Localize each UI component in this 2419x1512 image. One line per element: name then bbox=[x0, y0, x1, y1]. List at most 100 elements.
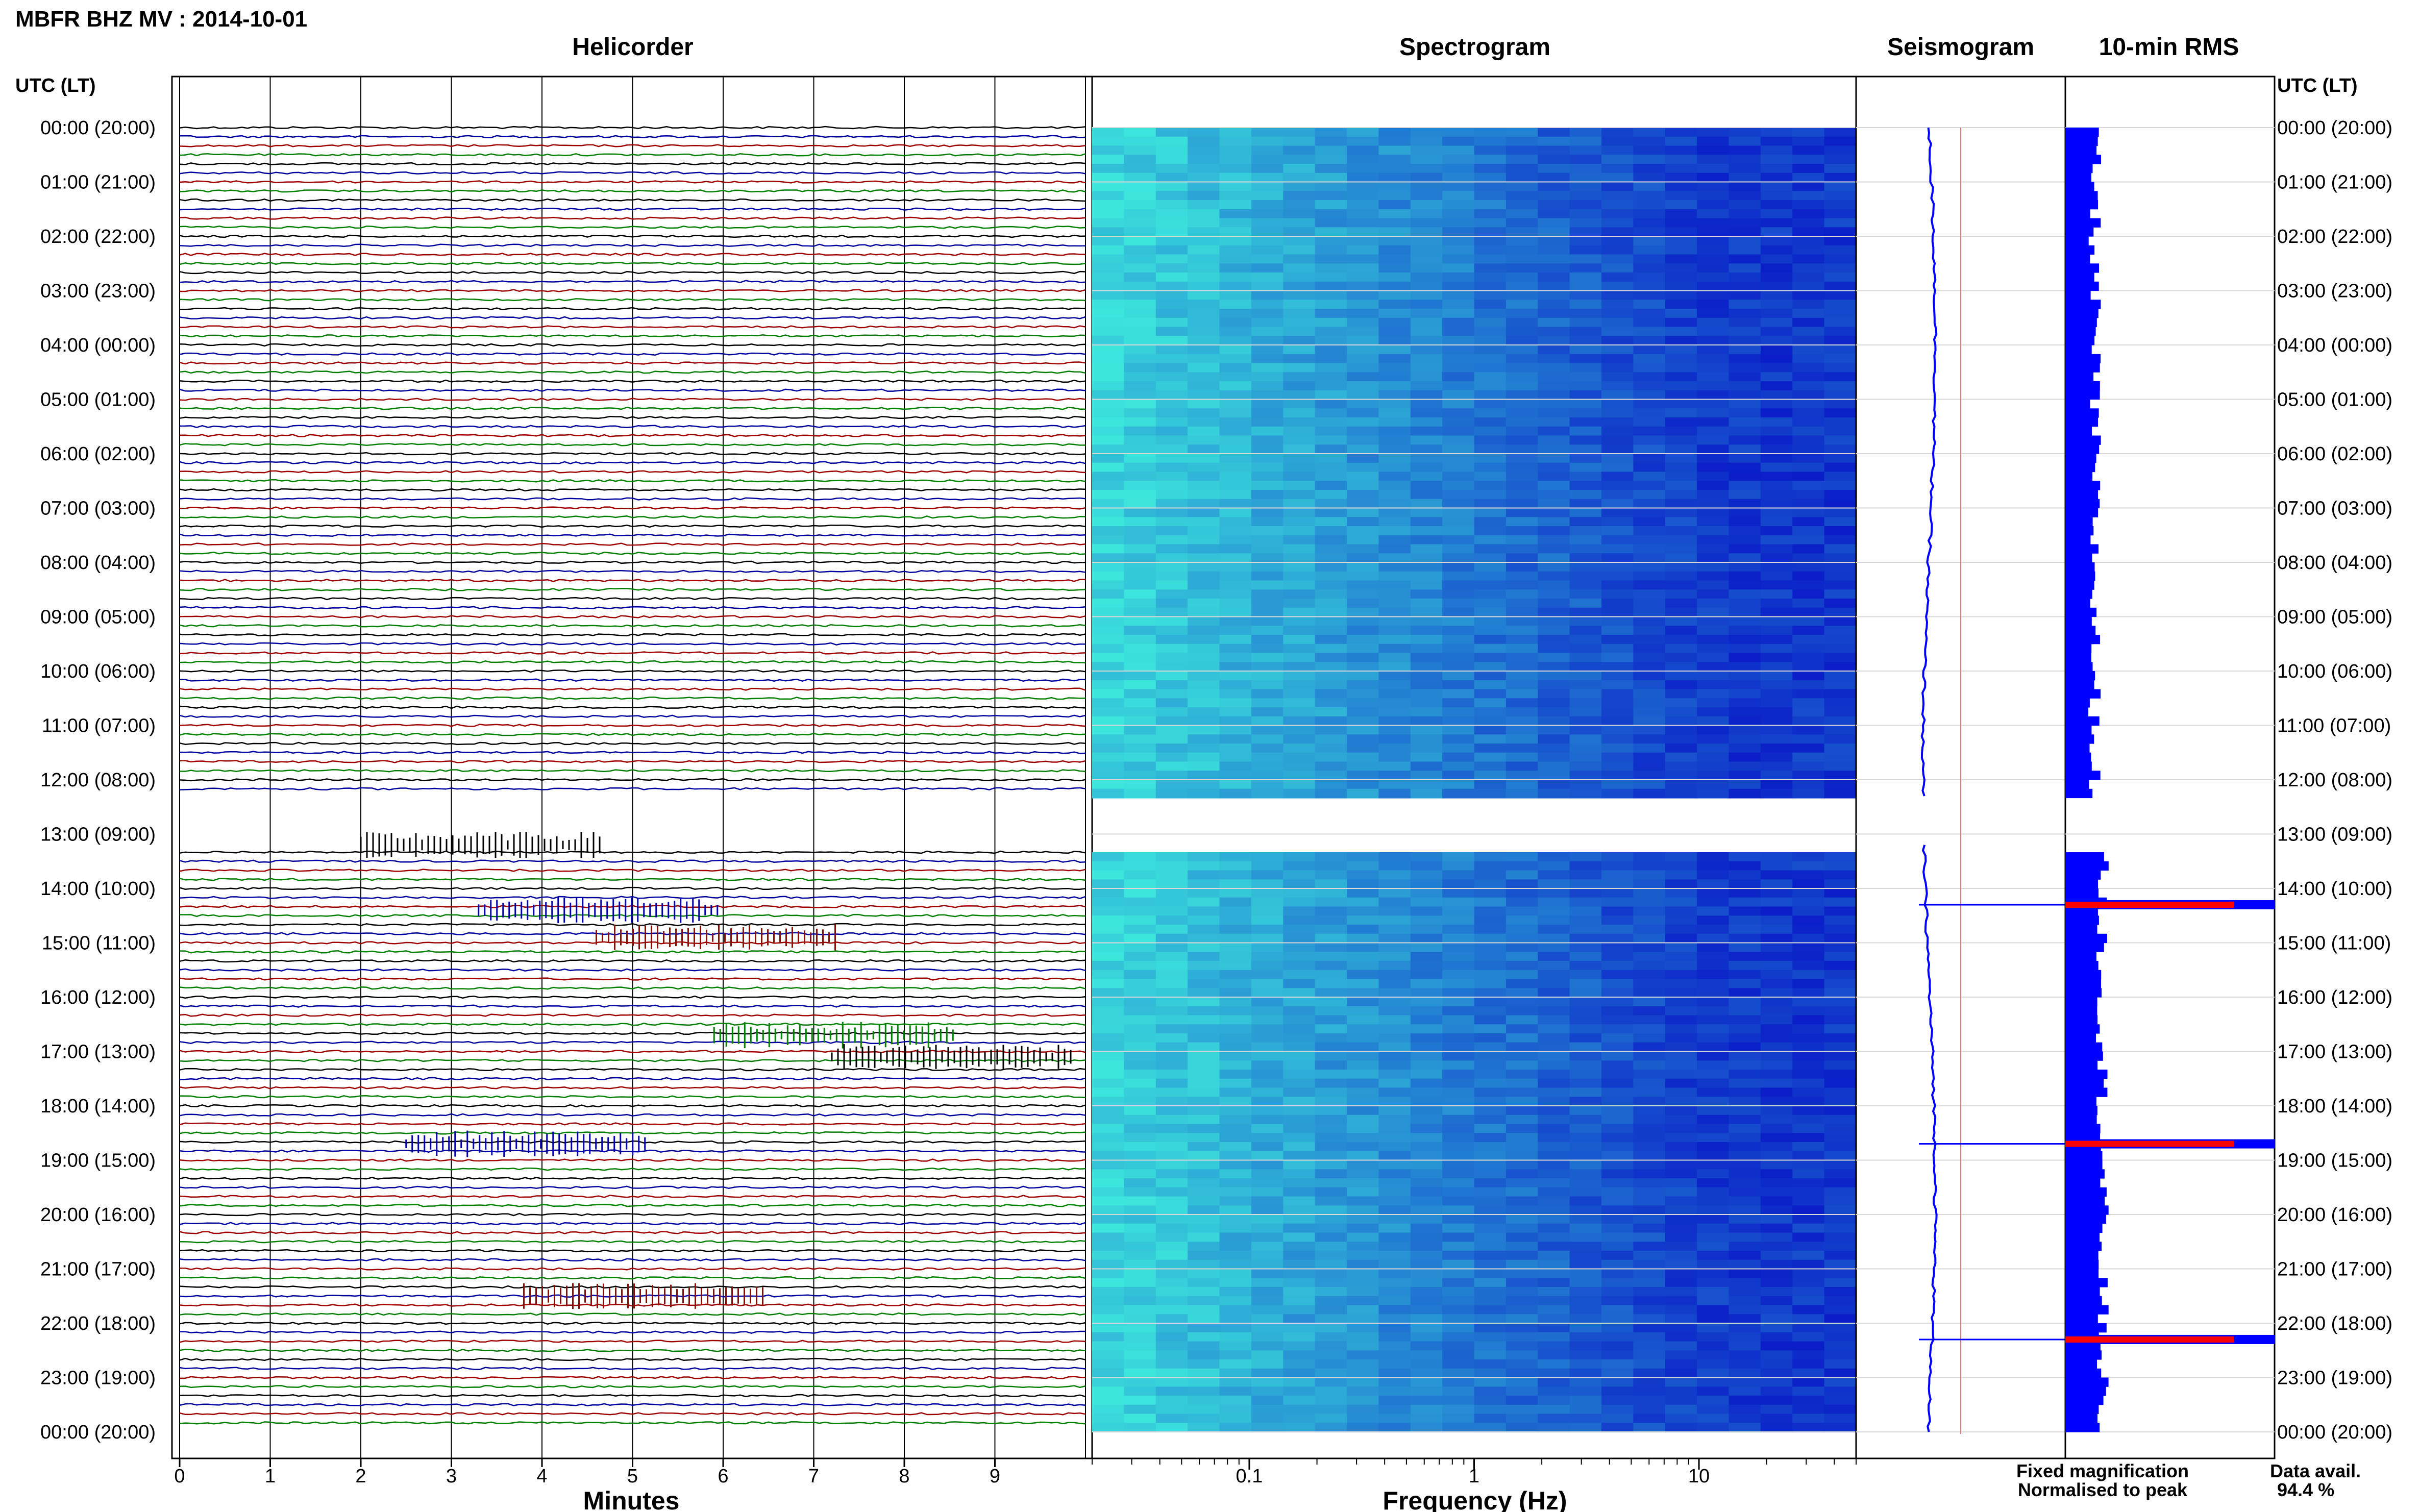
spectrogram-cell bbox=[1442, 426, 1475, 436]
spectrogram-cell bbox=[1155, 263, 1189, 274]
spectrogram-cell bbox=[1538, 245, 1570, 255]
rms-bar bbox=[2065, 381, 2100, 391]
time-tick-left: 18:00 (14:00) bbox=[40, 1096, 156, 1117]
helicorder-trace-line bbox=[179, 1376, 1086, 1379]
spectrogram-cell bbox=[1219, 698, 1252, 708]
spectrogram-cell bbox=[1283, 879, 1316, 889]
spectrogram-cell bbox=[1633, 1332, 1666, 1342]
spectrogram-cell bbox=[1665, 671, 1698, 681]
spectrogram-cell bbox=[1665, 952, 1698, 962]
spectrogram-cell bbox=[1697, 780, 1730, 789]
spectrogram-cell bbox=[1092, 155, 1125, 165]
spectrogram-cell bbox=[1315, 444, 1347, 455]
spectrogram-cell bbox=[1601, 417, 1634, 427]
spectrogram-cell bbox=[1315, 734, 1347, 745]
spectrogram-cell bbox=[1251, 870, 1284, 880]
spectrogram-cell bbox=[1760, 290, 1793, 301]
spectrogram-cell bbox=[1442, 499, 1475, 509]
spectrogram-cell bbox=[1601, 290, 1634, 301]
spectrogram-cell bbox=[1378, 643, 1411, 654]
helicorder-trace-line bbox=[179, 234, 1086, 238]
spectrogram-cell bbox=[1347, 626, 1379, 636]
spectrogram-cell bbox=[1155, 925, 1189, 934]
spectrogram-cell bbox=[1251, 780, 1284, 789]
spectrogram-cell bbox=[1729, 1377, 1761, 1387]
spectrogram-cell bbox=[1729, 254, 1761, 264]
spectrogram-cell bbox=[1347, 1269, 1379, 1279]
spectrogram-cell bbox=[1505, 1078, 1539, 1088]
spectrogram-cell bbox=[1474, 1423, 1507, 1433]
spectrogram-cell bbox=[1824, 553, 1857, 563]
spectrogram-cell bbox=[1283, 290, 1316, 301]
spectrogram-cell bbox=[1155, 988, 1189, 998]
spectrogram-cell bbox=[1124, 1097, 1156, 1107]
helicorder-trace-line bbox=[179, 325, 1086, 329]
spectrogram-cell bbox=[1315, 499, 1347, 509]
spectrogram-cell bbox=[1188, 1078, 1220, 1088]
spectrogram-cell bbox=[1697, 680, 1730, 690]
spectrogram-cell bbox=[1538, 1106, 1570, 1116]
spectrogram-cell bbox=[1697, 1151, 1730, 1161]
spectrogram-cell bbox=[1410, 1087, 1443, 1098]
spectrogram-cell bbox=[1315, 1178, 1347, 1188]
helicorder-trace-line bbox=[179, 1212, 1086, 1217]
spectrogram-cell bbox=[1824, 1060, 1857, 1071]
rms-bar bbox=[2065, 553, 2092, 563]
spectrogram-cell bbox=[1569, 761, 1602, 772]
spectrogram-cell bbox=[1665, 1160, 1698, 1170]
spectrogram-cell bbox=[1569, 172, 1602, 183]
spectrogram-cell bbox=[1410, 1223, 1443, 1233]
spectrogram-cell bbox=[1188, 562, 1220, 572]
spectrogram-cell bbox=[1569, 245, 1602, 255]
spectrogram-cell bbox=[1378, 381, 1411, 391]
spectrogram-cell bbox=[1283, 182, 1316, 192]
spectrogram-cell bbox=[1601, 589, 1634, 600]
spectrogram-cell bbox=[1569, 1060, 1602, 1071]
spectrogram-cell bbox=[1665, 553, 1698, 563]
spectrogram-cell bbox=[1219, 943, 1252, 953]
spectrogram-cell bbox=[1283, 145, 1316, 156]
time-tick-left: 17:00 (13:00) bbox=[40, 1042, 156, 1063]
spectrogram-cell bbox=[1315, 607, 1347, 617]
spectrogram-cell bbox=[1601, 462, 1634, 473]
helicorder-trace-line bbox=[179, 923, 1086, 927]
spectrogram-cell bbox=[1729, 145, 1761, 156]
spectrogram-cell bbox=[1665, 961, 1698, 971]
legend-fixed-magnification: Fixed magnification bbox=[2016, 1460, 2189, 1481]
spectrogram-cell bbox=[1729, 336, 1761, 346]
spectrogram-cell bbox=[1538, 1160, 1570, 1170]
spectrogram-cell bbox=[1315, 1124, 1347, 1134]
spectrogram-cell bbox=[1824, 145, 1857, 156]
spectrogram-cell bbox=[1092, 671, 1125, 681]
spectrogram-cell bbox=[1665, 435, 1698, 445]
rms-bar bbox=[2065, 734, 2094, 744]
spectrogram-cell bbox=[1347, 689, 1379, 699]
rms-bar bbox=[2065, 1350, 2102, 1360]
spectrogram-cell bbox=[1474, 1223, 1507, 1233]
spectrogram-cell bbox=[1188, 317, 1220, 328]
spectrogram-cell bbox=[1219, 417, 1252, 427]
spectrogram-cell bbox=[1347, 1278, 1379, 1288]
spectrogram-cell bbox=[1760, 309, 1793, 318]
spectrogram-cell bbox=[1251, 771, 1284, 781]
spectrogram-cell bbox=[1538, 1114, 1570, 1125]
spectrogram-cell bbox=[1347, 1124, 1379, 1134]
spectrogram-cell bbox=[1347, 499, 1379, 509]
spectrogram-cell bbox=[1538, 354, 1570, 364]
spectrogram-cell bbox=[1188, 490, 1220, 500]
spectrogram-cell bbox=[1697, 599, 1730, 608]
spectrogram-cell bbox=[1729, 499, 1761, 509]
spectrogram-cell bbox=[1155, 1368, 1189, 1378]
time-tick-left: 12:00 (08:00) bbox=[40, 770, 156, 791]
spectrogram-cell bbox=[1633, 1269, 1666, 1279]
spectrogram-cell bbox=[1251, 680, 1284, 690]
spectrogram-cell bbox=[1442, 363, 1475, 373]
spectrogram-cell bbox=[1315, 408, 1347, 418]
spectrogram-cell bbox=[1442, 1124, 1475, 1134]
time-tick-left: 20:00 (16:00) bbox=[40, 1204, 156, 1226]
spectrogram-cell bbox=[1505, 988, 1539, 998]
spectrogram-cell bbox=[1442, 1368, 1475, 1378]
spectrogram-cell bbox=[1315, 1106, 1347, 1116]
spectrogram-cell bbox=[1760, 263, 1793, 274]
rms-bar bbox=[2065, 1323, 2107, 1333]
